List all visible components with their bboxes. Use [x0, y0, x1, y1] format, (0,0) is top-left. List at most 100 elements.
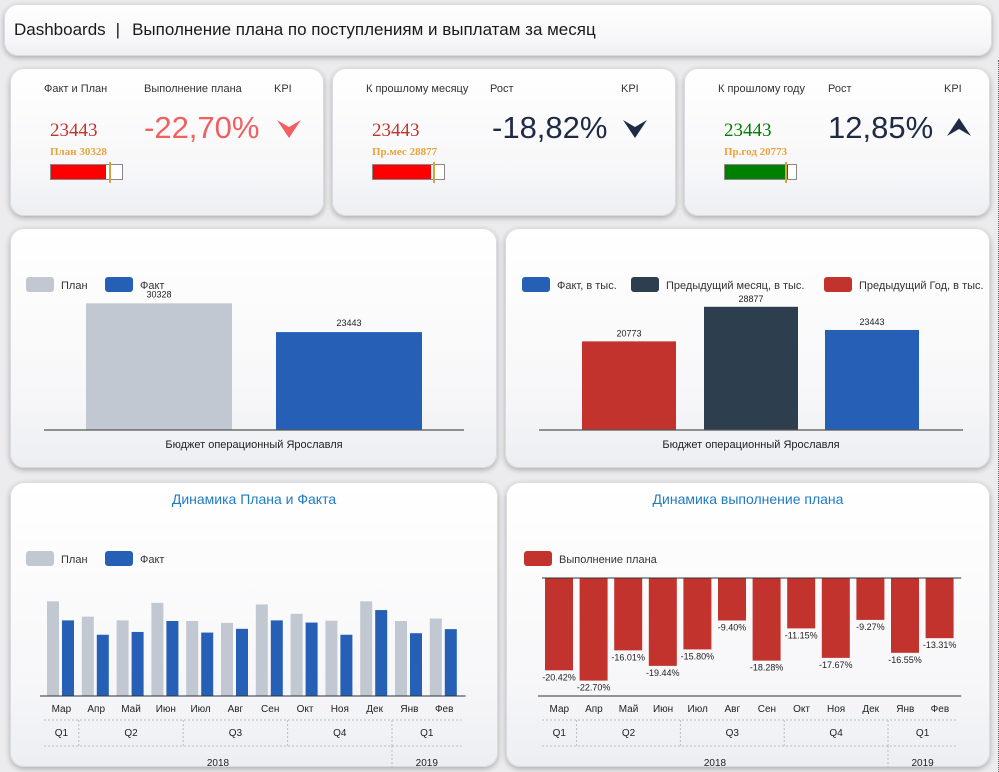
bar-fact: [410, 633, 422, 696]
bar-fact: [96, 634, 109, 696]
month-tick: Янв: [400, 704, 418, 715]
data-label: -13.31%: [923, 640, 957, 650]
legend-label: Предыдущий Год, в тыс.: [859, 280, 984, 292]
bar-fact: [62, 620, 74, 696]
data-label: 23443: [859, 317, 884, 327]
data-label: -11.15%: [785, 630, 818, 640]
bar-execution: [579, 578, 608, 681]
kpi-label-kpi: KPI: [274, 83, 292, 95]
month-tick: Сен: [758, 704, 776, 715]
quarter-tick: Q3: [229, 728, 243, 739]
arrow-down-icon: [277, 120, 301, 138]
bar-plan: [325, 620, 338, 696]
bar-fact: [166, 621, 179, 696]
month-tick: Июн: [156, 704, 176, 715]
bar-fact: [375, 610, 388, 696]
quarter-tick: Q4: [829, 728, 843, 739]
month-tick: Дек: [862, 704, 879, 715]
month-tick: Фев: [931, 704, 949, 715]
month-tick: Апр: [585, 704, 603, 715]
month-tick: Июл: [190, 704, 210, 715]
quarter-tick: Q2: [124, 728, 138, 739]
arrow-up-icon: [947, 118, 971, 136]
kpi-target-marker: [433, 162, 435, 183]
bar-plan: [360, 601, 373, 696]
month-tick: Ноя: [827, 704, 845, 715]
legend-label: Факт: [140, 280, 164, 292]
data-label: -15.80%: [681, 651, 715, 661]
data-label: -20.42%: [542, 672, 576, 682]
kpi-progress-bar: [372, 162, 445, 183]
kpi-prev-month-value: Пр.мес 28877: [372, 146, 438, 158]
data-label: -16.01%: [611, 652, 645, 662]
quarter-tick: Q2: [622, 728, 636, 739]
kpi-progress-bar: [50, 162, 123, 183]
kpi-percent-value: -18,82%: [492, 110, 608, 145]
bar-execution: [614, 578, 643, 651]
x-axis-label: Бюджет операционный Ярославля: [165, 439, 342, 451]
app-name[interactable]: Dashboards: [14, 20, 106, 39]
bar-plan: [47, 601, 59, 696]
bar-execution: [787, 578, 816, 629]
legend-swatch: [105, 551, 133, 566]
legend-swatch: [524, 551, 552, 566]
month-tick: Июн: [653, 704, 673, 715]
header-bar: Dashboards | Выполнение плана по поступл…: [4, 4, 992, 56]
plan-fact-dynamics-chart: План Факт Мар Апр Май Июн Июл Авг Сен Окт Ноя Дек Ян…: [26, 551, 466, 767]
month-tick: Окт: [793, 704, 810, 715]
legend-swatch: [26, 551, 54, 566]
bar-fact: [236, 628, 248, 696]
kpi-fact-value: 23443: [724, 120, 772, 141]
month-tick: Янв: [896, 704, 914, 715]
month-tick: Фев: [435, 704, 453, 715]
bar-execution: [856, 578, 885, 620]
data-label: 23443: [336, 318, 361, 328]
data-label: -22.70%: [577, 683, 611, 693]
month-tick: Дек: [366, 704, 383, 715]
bar-execution: [683, 578, 712, 650]
bar-0: [582, 341, 676, 430]
bar-plan: [221, 622, 233, 696]
bar-plan: [429, 618, 442, 696]
kpi-label-prev-year: К прошлому году: [718, 83, 805, 95]
kpi-label-kpi: KPI: [944, 83, 962, 95]
month-tick: Апр: [87, 704, 105, 715]
bar-execution: [752, 578, 781, 661]
bar-plan: [186, 621, 199, 696]
kpi-card-prev-month: К прошлому месяцу Рост KPI 23443 Пр.мес …: [332, 68, 676, 216]
month-tick: Авг: [228, 704, 244, 715]
legend-swatch: [824, 277, 852, 292]
bar-fact: [276, 332, 422, 430]
kpi-plan-value: План 30328: [50, 146, 107, 158]
arrow-down-icon: [623, 120, 647, 138]
bar-fact: [201, 632, 214, 696]
bar-execution: [891, 578, 919, 653]
execution-dynamics-chart: Выполнение плана -20.42%-22.70% -16.01%-19…: [524, 551, 962, 767]
bar-execution: [718, 578, 746, 621]
month-tick: Мар: [550, 704, 570, 715]
kpi-label-kpi: KPI: [621, 83, 639, 95]
kpi-progress-fill: [51, 165, 106, 179]
bar-plan: [255, 604, 268, 696]
quarter-tick: Q1: [420, 728, 434, 739]
kpi-card-prev-year: К прошлому году Рост KPI 23443 Пр.год 20…: [684, 68, 990, 216]
kpi-card-plan: Факт и План Выполнение плана KPI 23443 П…: [10, 68, 324, 216]
bar-1: [704, 306, 798, 430]
kpi-label-growth: Рост: [490, 83, 514, 95]
legend-label: Выполнение плана: [559, 554, 658, 566]
month-tick: Июл: [688, 704, 708, 715]
bar-fact: [305, 622, 318, 696]
year-tick: 2018: [704, 758, 727, 767]
kpi-label-execution: Выполнение плана: [144, 83, 242, 95]
header-separator: |: [115, 20, 121, 39]
month-tick: Ноя: [331, 704, 349, 715]
page-title: Выполнение плана по поступлениям и выпла…: [132, 20, 596, 39]
chart-card-comparison: Факт, в тыс. Предыдущий месяц, в тыс. Пред…: [505, 228, 990, 468]
bar-execution: [648, 578, 677, 666]
chart-card-plan-fact-dynamics: Динамика Плана и Факта План Факт Мар Апр Май…: [10, 482, 498, 767]
month-tick: Окт: [297, 704, 314, 715]
quarter-tick: Q3: [726, 728, 740, 739]
bar-fact: [340, 634, 353, 696]
legend-label: План: [61, 280, 88, 292]
